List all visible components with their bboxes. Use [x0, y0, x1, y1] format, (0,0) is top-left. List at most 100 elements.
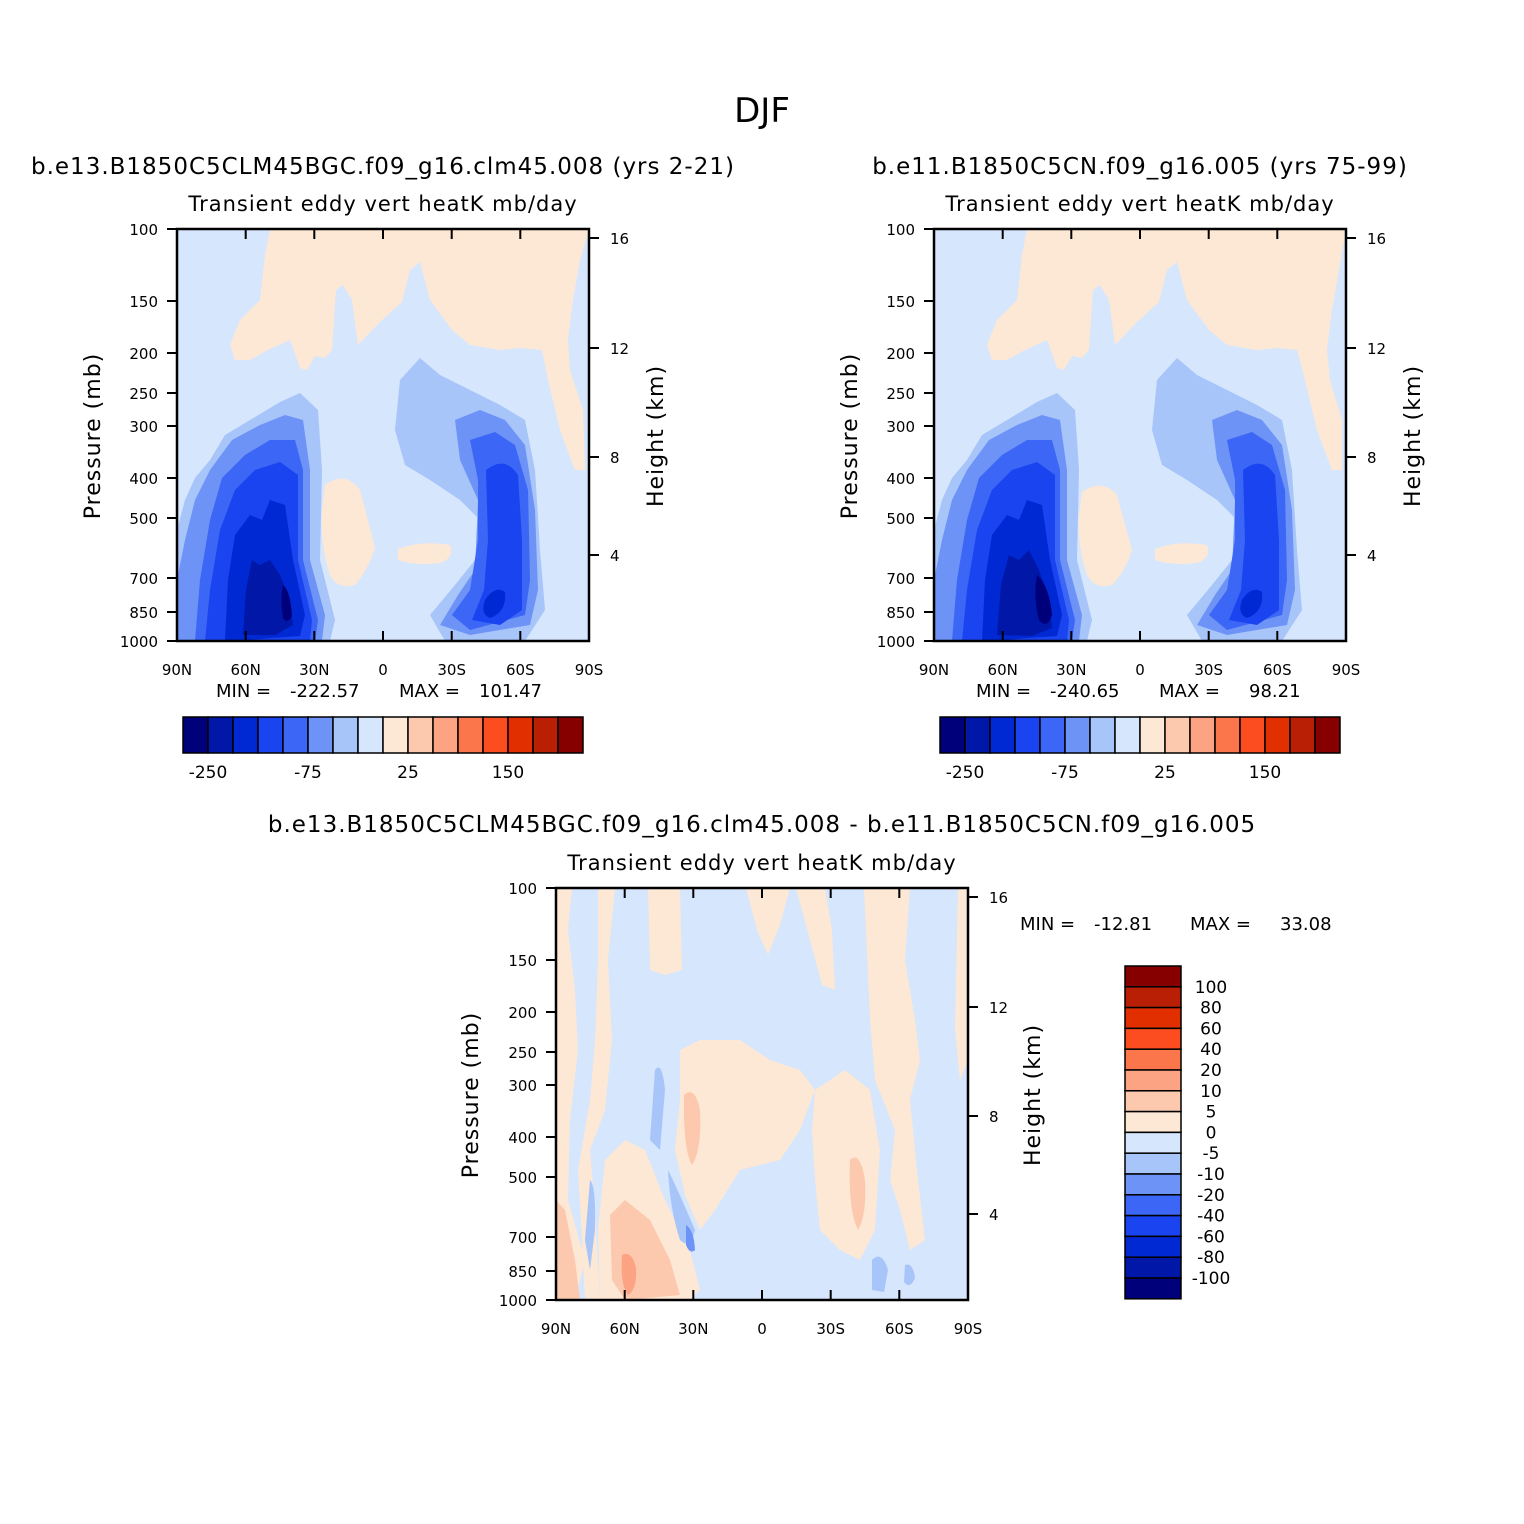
- panel-3-y2label: Height (km): [1021, 1024, 1046, 1166]
- panel-3-ytick-100: 100: [508, 880, 537, 898]
- panel-1-colorbar-box-9: [407, 716, 434, 754]
- panel-1-ytick-400: 400: [129, 470, 158, 488]
- panel-2-max-label: MAX =: [1159, 681, 1220, 702]
- panel-1-colorbar-box-12: [482, 716, 509, 754]
- panel-3-colorbar-box-6: [1124, 1090, 1182, 1113]
- panel-3-negative-d: [872, 1256, 888, 1292]
- panel-1-colorbar-box-0: [182, 716, 209, 754]
- panel-3-tick-marks: [546, 887, 978, 1301]
- panel-2-subtitle: b.e11.B1850C5CN.f09_g16.005 (yrs 75-99): [872, 154, 1408, 180]
- panel-2: b.e11.B1850C5CN.f09_g16.005 (yrs 75-99) …: [838, 154, 1426, 783]
- panel-3-ytick-1000: 1000: [499, 1292, 537, 1310]
- panel-2-ytick-1000: 1000: [877, 633, 915, 651]
- panel-1-tick-marks: [167, 228, 599, 642]
- panel-3-positive-strip-2: [578, 888, 615, 1300]
- panel-1-colorbar-box-8: [382, 716, 409, 754]
- panel-1-colorbar-label-neg75: -75: [294, 763, 322, 783]
- panel-3-ytick-850: 850: [508, 1263, 537, 1281]
- panel-1-colorbar-box-15: [557, 716, 584, 754]
- panel-1-variable: Transient eddy vert heatK mb/day: [187, 192, 577, 216]
- panel-3-colorbar-label-3: 40: [1200, 1040, 1222, 1060]
- panel-1-colorbar-label-25: 25: [397, 763, 419, 783]
- panel-1-xtick-30s: 30S: [437, 661, 466, 679]
- panel-1-colorbar-box-4: [282, 716, 309, 754]
- panel-3-colorbar-label-5: 10: [1200, 1082, 1222, 1102]
- panel-3-positive-strip-6: [864, 888, 925, 1250]
- panel-2-ylabel: Pressure (mb): [838, 353, 863, 520]
- panel-2-xtick-0: 0: [1135, 661, 1145, 679]
- panel-2-colorbar-box-5: [1064, 716, 1091, 754]
- panel-2-colorbar-box-2: [989, 716, 1016, 754]
- panel-2-positive-blob-a: [1078, 485, 1132, 587]
- panel-2-southern-level-4: [1229, 463, 1279, 625]
- panel-2-colorbar-label-neg75: -75: [1051, 763, 1079, 783]
- panel-3-ytick-200: 200: [508, 1004, 537, 1022]
- panel-1-xtick-30n: 30N: [299, 661, 329, 679]
- panel-3-ytick-150: 150: [508, 952, 537, 970]
- panel-1-ytick-200: 200: [129, 345, 158, 363]
- panel-3-colorbar-label-9: -10: [1197, 1165, 1225, 1185]
- panel-2-colorbar-box-8: [1139, 716, 1166, 754]
- panel-2-xtick-90n: 90N: [919, 661, 949, 679]
- panel-3-colorbar: [1124, 965, 1182, 1300]
- panel-2-y2tick-8: 8: [1367, 449, 1377, 467]
- panel-3-negative-b: [668, 1170, 695, 1244]
- panel-1-colorbar: [182, 716, 584, 754]
- panel-3-level-5-mid-a: [683, 1092, 701, 1165]
- panel-2-northern-level-7: [1035, 575, 1052, 624]
- panel-2-colorbar-box-15: [1314, 716, 1341, 754]
- panel-2-y2tick-16: 16: [1367, 230, 1386, 248]
- panel-2-colorbar-label-neg250: -250: [946, 763, 985, 783]
- panel-2-y2tick-4: 4: [1367, 547, 1377, 565]
- panel-3-xtick-90n: 90N: [541, 1320, 571, 1338]
- panel-3-colorbar-label-7: 0: [1206, 1123, 1217, 1143]
- panel-2-xtick-60n: 60N: [988, 661, 1018, 679]
- panel-3-min-label: MIN =: [1020, 914, 1075, 935]
- panel-1-ytick-1000: 1000: [120, 633, 158, 651]
- panel-2-xtick-90s: 90S: [1332, 661, 1361, 679]
- panel-3-colorbar-box-10: [1124, 1173, 1182, 1196]
- panel-1-colorbar-box-5: [307, 716, 334, 754]
- panel-3-colorbar-label-1: 80: [1200, 999, 1222, 1019]
- panel-2-colorbar-label-150: 150: [1249, 763, 1281, 783]
- panel-3-positive-strip-7: [955, 888, 968, 1080]
- panel-1-northern-level-7: [281, 585, 292, 621]
- panel-3-colorbar-box-11: [1124, 1194, 1182, 1217]
- panel-3-ytick-400: 400: [508, 1129, 537, 1147]
- panel-2-ytick-700: 700: [886, 570, 915, 588]
- panel-2-ytick-500: 500: [886, 510, 915, 528]
- panel-1-y2tick-4: 4: [610, 547, 620, 565]
- panel-1-northern-level-6: [243, 560, 293, 635]
- panel-2-positive-blob-b: [1155, 543, 1209, 564]
- panel-2-tick-marks: [924, 228, 1356, 642]
- panel-3-colorbar-box-8: [1124, 1131, 1182, 1154]
- panel-2-colorbar-box-7: [1114, 716, 1141, 754]
- panel-3-ytick-700: 700: [508, 1229, 537, 1247]
- panel-2-ytick-850: 850: [886, 604, 915, 622]
- panel-2-colorbar-box-12: [1239, 716, 1266, 754]
- panel-1-min-value: -222.57: [290, 681, 359, 702]
- panel-3-colorbar-label-6: 5: [1206, 1103, 1217, 1123]
- panel-2-colorbar-box-4: [1039, 716, 1066, 754]
- panel-3-colorbar-box-5: [1124, 1069, 1182, 1092]
- panel-3-y2tick-12: 12: [989, 999, 1008, 1017]
- panel-3-negative-f: [686, 1225, 695, 1252]
- panel-2-min-label: MIN =: [976, 681, 1031, 702]
- panel-1-ytick-850: 850: [129, 604, 158, 622]
- panel-3-level-5-left: [556, 1200, 580, 1300]
- panel-3-xtick-30n: 30N: [678, 1320, 708, 1338]
- panel-1-xtick-0: 0: [378, 661, 388, 679]
- panel-3-colorbar-box-4: [1124, 1048, 1182, 1071]
- panel-1-colorbar-box-3: [257, 716, 284, 754]
- panel-3-ytick-500: 500: [508, 1169, 537, 1187]
- panel-3-colorbar-box-12: [1124, 1214, 1182, 1238]
- panel-1-colorbar-label-150: 150: [492, 763, 524, 783]
- panel-3-level-10: [621, 1253, 637, 1295]
- panel-3-colorbar-box-15: [1124, 1277, 1182, 1300]
- panel-3-positive-south-region: [812, 1070, 880, 1260]
- panel-1-min-label: MIN =: [216, 681, 271, 702]
- panel-3-y2tick-8: 8: [989, 1108, 999, 1126]
- panel-2-ytick-150: 150: [886, 293, 915, 311]
- panel-3-colorbar-label-13: -80: [1197, 1248, 1225, 1268]
- panel-1-positive-upper-region: [230, 229, 589, 470]
